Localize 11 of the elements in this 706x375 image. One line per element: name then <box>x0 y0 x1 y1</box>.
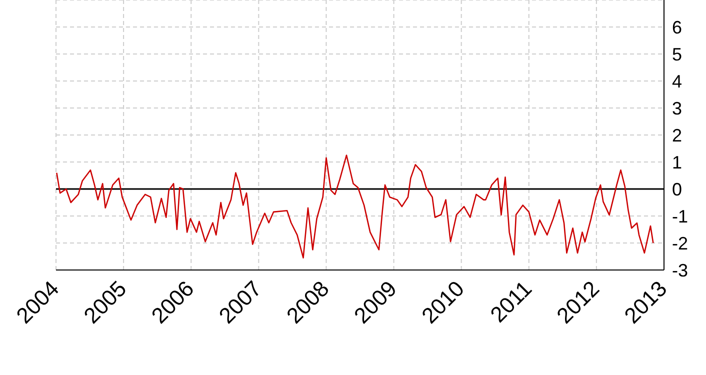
y-tick-label: 6 <box>672 17 682 38</box>
y-tick-label: 5 <box>672 44 682 64</box>
y-tick-label: -3 <box>672 260 688 280</box>
y-tick-label: -1 <box>672 206 688 226</box>
y-tick-label: 1 <box>672 152 682 172</box>
y-tick-label: 0 <box>672 179 682 200</box>
y-tick-label: 4 <box>672 71 682 92</box>
y-tick-label: 3 <box>672 98 682 118</box>
line-series <box>56 154 654 258</box>
y-tick-label: 2 <box>672 125 682 146</box>
y-tick-label: -2 <box>672 233 688 254</box>
